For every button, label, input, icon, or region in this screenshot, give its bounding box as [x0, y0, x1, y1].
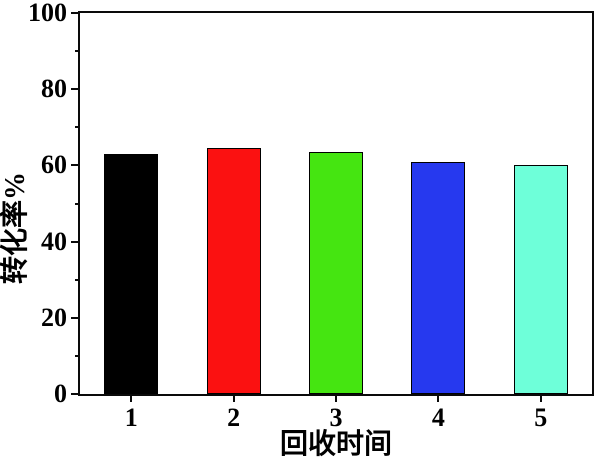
- y-tick-label: 80: [41, 74, 67, 104]
- x-tick: [335, 394, 337, 402]
- y-major-tick: [71, 164, 80, 167]
- x-tick: [539, 394, 542, 402]
- x-tick: [437, 394, 440, 402]
- bar-cycle-2: [206, 148, 261, 394]
- x-tick-label: 3: [329, 403, 343, 432]
- x-axis-title: 回收时间: [279, 429, 392, 460]
- x-tick-label: 4: [431, 403, 445, 432]
- y-major-tick: [71, 316, 80, 319]
- y-major-tick: [71, 88, 80, 91]
- y-major-tick: [71, 393, 80, 395]
- y-tick-label: 100: [28, 0, 67, 27]
- bar-cycle-1: [104, 153, 159, 394]
- bar-cycle-4: [411, 161, 466, 394]
- y-major-tick: [71, 240, 80, 243]
- y-minor-tick: [75, 354, 80, 357]
- y-minor-tick: [75, 278, 80, 281]
- y-major-tick: [71, 12, 80, 14]
- bar-cycle-3: [309, 152, 363, 394]
- x-tick-label: 5: [534, 403, 548, 432]
- x-tick-label: 2: [227, 403, 241, 432]
- y-minor-tick: [75, 126, 80, 129]
- x-tick-label: 1: [124, 403, 138, 432]
- x-tick: [130, 394, 133, 402]
- y-tick-label: 40: [41, 226, 67, 256]
- y-tick-label: 60: [41, 150, 67, 180]
- y-minor-tick: [75, 202, 80, 205]
- y-tick-label: 20: [41, 302, 67, 332]
- bar-cycle-5: [513, 165, 568, 394]
- y-tick-label: 0: [54, 379, 67, 408]
- plot-area: 0 20 40 60 80 100 1 2 3 4 5: [28, 0, 594, 431]
- x-tick: [232, 394, 235, 402]
- y-minor-tick: [75, 50, 80, 53]
